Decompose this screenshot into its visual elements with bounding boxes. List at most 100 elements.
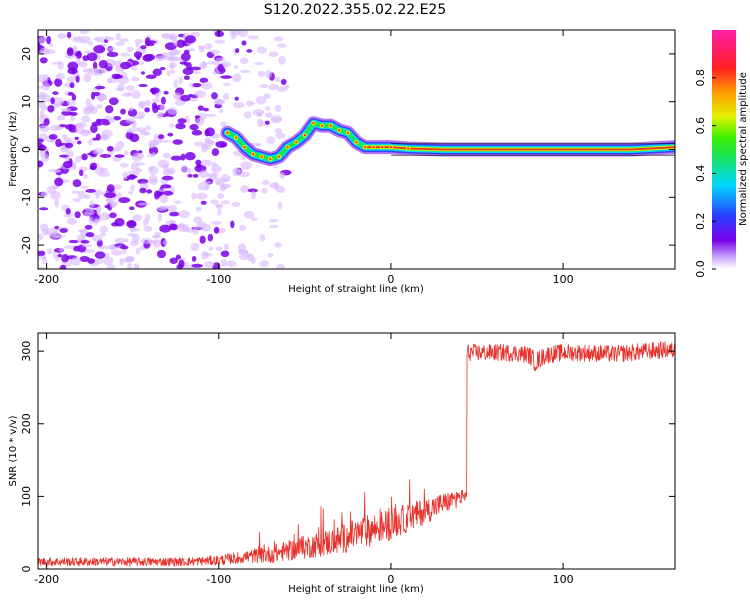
heatmap-cell <box>120 61 131 70</box>
heatmap-cell <box>159 224 172 233</box>
heatmap-cell <box>54 177 64 187</box>
heatmap-cell <box>50 97 55 105</box>
heatmap-cell <box>195 206 202 212</box>
heatmap-cell <box>276 86 288 93</box>
heatmap-noise-layer <box>38 30 292 269</box>
heatmap-cell <box>169 62 177 69</box>
heatmap-cell <box>218 99 225 104</box>
heatmap-cell <box>192 173 199 178</box>
heatmap-cell <box>114 154 125 158</box>
heatmap-cell <box>241 40 247 46</box>
heatmap-cell <box>212 60 221 66</box>
snr-y-tick-label: 200 <box>20 413 33 434</box>
heatmap-cell <box>146 189 153 194</box>
heatmap-cell <box>233 64 238 69</box>
heatmap-cell <box>123 150 129 156</box>
colorbar-label: Normalized spectral amplitude <box>738 72 749 226</box>
heatmap-cell <box>41 94 51 103</box>
heatmap-cell <box>211 92 218 100</box>
heatmap-cell <box>47 248 53 255</box>
heatmap-cell <box>59 228 68 234</box>
heatmap-cell <box>101 129 113 138</box>
heatmap-cell <box>199 235 206 244</box>
heatmap-cell <box>265 70 272 79</box>
spectrogram-y-tick-label: 20 <box>20 47 33 61</box>
heatmap-cell <box>105 105 114 114</box>
snr-x-tick-label: -200 <box>34 573 59 586</box>
heatmap-cell <box>256 111 263 118</box>
heatmap-cell <box>97 170 110 178</box>
heatmap-cell <box>98 245 110 250</box>
heatmap-cell <box>255 95 267 105</box>
heatmap-cell <box>126 85 135 92</box>
heatmap-cell <box>217 208 222 216</box>
heatmap-cell <box>144 107 150 113</box>
heatmap-ridge-peak-core <box>407 147 410 150</box>
colorbar-tick-label: 0.2 <box>694 212 707 230</box>
heatmap-cell <box>167 167 176 175</box>
heatmap-cell <box>156 249 166 259</box>
heatmap-cell <box>169 123 175 128</box>
heatmap-cell <box>153 190 161 200</box>
heatmap-cell <box>215 246 223 251</box>
heatmap-cell <box>157 111 164 118</box>
snr-y-tick-label: 300 <box>20 341 33 362</box>
heatmap-cell <box>268 83 279 91</box>
heatmap-cell <box>140 45 147 50</box>
heatmap-cell <box>115 33 121 41</box>
heatmap-cell <box>207 173 213 179</box>
heatmap-cell <box>277 43 287 48</box>
heatmap-cell <box>133 263 140 269</box>
heatmap-cell <box>263 93 271 99</box>
heatmap-cell <box>66 31 72 39</box>
heatmap-cell <box>49 43 54 48</box>
heatmap-cell <box>210 199 219 205</box>
heatmap-cell <box>46 35 52 45</box>
heatmap-cell <box>232 167 241 177</box>
heatmap-cell <box>220 143 227 148</box>
heatmap-cell <box>147 239 158 245</box>
heatmap-cell <box>217 64 224 72</box>
heatmap-cell <box>166 69 171 77</box>
heatmap-cell <box>232 73 242 83</box>
heatmap-cell <box>61 134 68 139</box>
heatmap-cell <box>205 127 215 137</box>
heatmap-cell <box>275 132 286 139</box>
heatmap-cell <box>169 223 177 230</box>
heatmap-cell <box>93 37 101 41</box>
heatmap-cell <box>72 37 84 43</box>
heatmap-ridge-peak-core <box>312 122 315 125</box>
heatmap-cell <box>212 70 221 75</box>
heatmap-ridge-peak-core <box>260 155 263 158</box>
heatmap-cell <box>217 193 224 200</box>
heatmap-cell <box>142 54 153 62</box>
heatmap-cell <box>38 85 45 89</box>
heatmap-cell <box>82 55 89 61</box>
heatmap-ridge-peak-core <box>234 136 238 139</box>
heatmap-cell <box>50 190 61 200</box>
heatmap-cell <box>115 41 125 46</box>
heatmap-cell <box>72 45 78 54</box>
heatmap-cell <box>38 160 44 168</box>
heatmap-ridge-peak-core <box>338 129 341 132</box>
heatmap-cell <box>127 262 132 269</box>
heatmap-cell <box>77 190 87 200</box>
heatmap-cell <box>69 111 78 116</box>
heatmap-cell <box>155 206 168 211</box>
heatmap-cell <box>137 150 143 154</box>
heatmap-cell <box>198 170 209 178</box>
heatmap-cell <box>216 204 223 209</box>
heatmap-cell <box>102 256 114 266</box>
heatmap-cell <box>96 205 102 213</box>
heatmap-cell <box>247 188 258 193</box>
heatmap-cell <box>160 184 172 189</box>
heatmap-cell <box>276 185 286 194</box>
heatmap-cell <box>92 61 98 70</box>
heatmap-cell <box>167 56 178 62</box>
heatmap-cell <box>43 49 56 55</box>
heatmap-cell <box>191 192 197 200</box>
heatmap-cell <box>246 49 253 53</box>
heatmap-cell <box>100 232 107 237</box>
heatmap-cell <box>140 71 145 75</box>
heatmap-cell <box>120 245 129 250</box>
